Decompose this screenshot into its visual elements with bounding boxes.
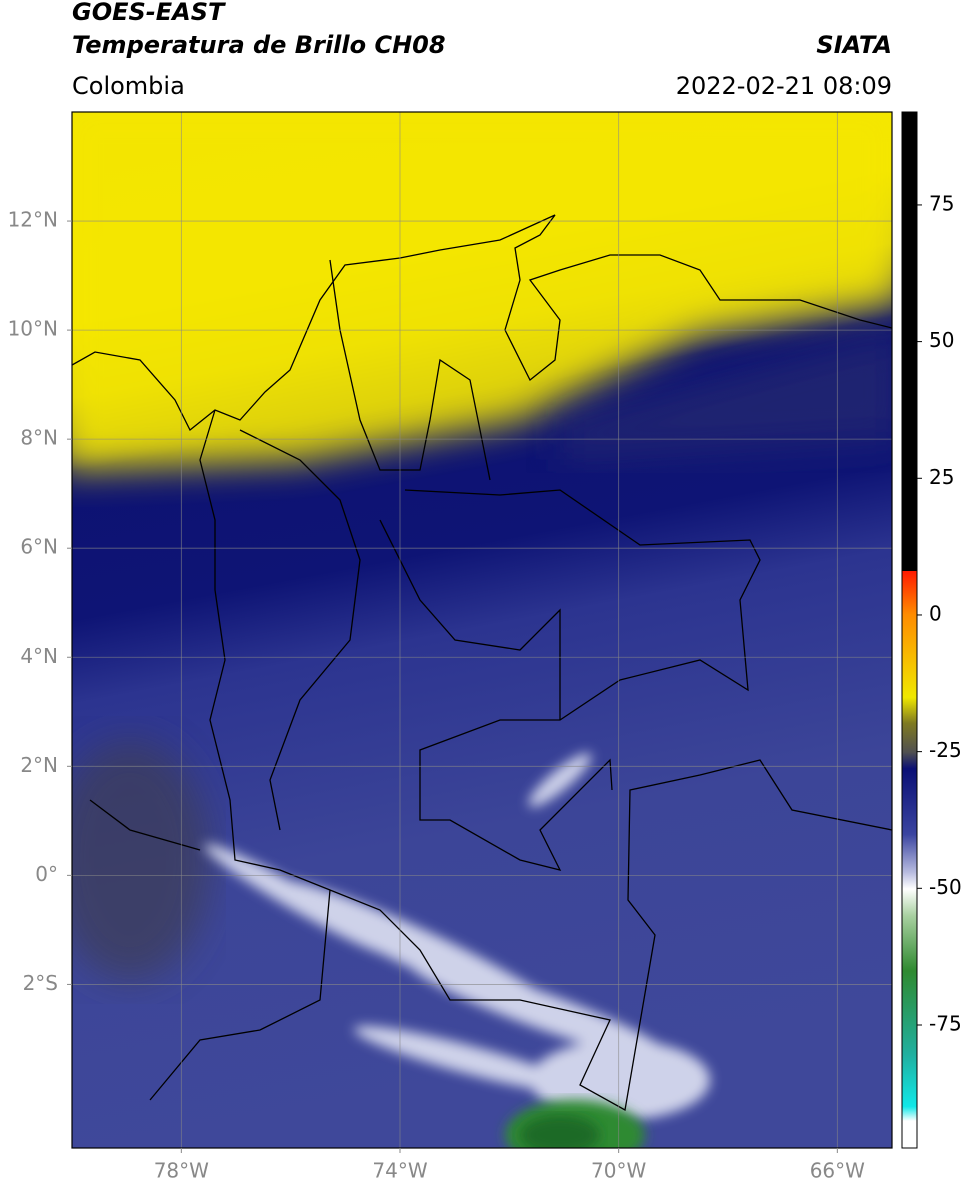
lat-tick-label: 6°N bbox=[20, 535, 58, 559]
colorbar-tick-label: 25 bbox=[929, 465, 954, 489]
datetime: 2022-02-21 08:09 bbox=[676, 72, 892, 100]
colorbar-tick-label: -75 bbox=[929, 1011, 962, 1035]
region: Colombia bbox=[72, 72, 185, 100]
colorbar-tick-label: 75 bbox=[929, 191, 954, 215]
colorbar-tick-label: 50 bbox=[929, 328, 954, 352]
lon-tick-label: 74°W bbox=[372, 1159, 427, 1183]
satellite-image bbox=[72, 112, 892, 1148]
grid bbox=[72, 112, 892, 1148]
borders bbox=[72, 214, 892, 1112]
lat-tick-label: 12°N bbox=[8, 208, 58, 232]
colorbar bbox=[901, 111, 918, 1149]
map-frame bbox=[71, 111, 893, 1149]
lat-tick-label: 2°S bbox=[23, 971, 58, 995]
lat-tick-label: 4°N bbox=[20, 644, 58, 668]
lon-tick-label: 66°W bbox=[810, 1159, 865, 1183]
colorbar-tick-label: -25 bbox=[929, 738, 962, 762]
lat-tick-label: 8°N bbox=[20, 426, 58, 450]
lat-tick-label: 0° bbox=[35, 862, 58, 886]
source: SIATA bbox=[816, 31, 892, 59]
lon-tick-label: 70°W bbox=[591, 1159, 646, 1183]
product: Temperatura de Brillo CH08 bbox=[72, 31, 446, 59]
colorbar-tick-label: -50 bbox=[929, 875, 962, 899]
satellite: GOES-EAST bbox=[72, 0, 226, 26]
colorbar-tick-label: 0 bbox=[929, 601, 942, 625]
lon-tick-label: 78°W bbox=[154, 1159, 209, 1183]
lat-tick-label: 2°N bbox=[20, 753, 58, 777]
lat-tick-label: 10°N bbox=[8, 317, 58, 341]
